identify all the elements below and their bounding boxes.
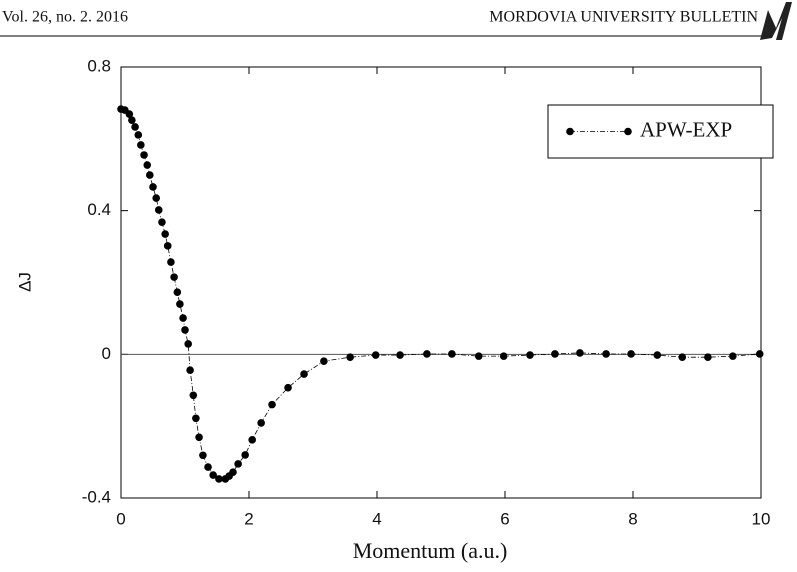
data-point (257, 419, 265, 427)
data-point (158, 218, 166, 226)
legend-box (547, 104, 774, 159)
data-point (163, 242, 172, 250)
data-point (192, 414, 200, 423)
x-tick-label: 4 (372, 509, 381, 528)
data-point (755, 350, 764, 358)
data-point (423, 350, 431, 358)
data-point (499, 352, 508, 360)
data-point (146, 171, 154, 179)
data-point (678, 353, 687, 362)
data-point (320, 357, 328, 365)
data-point (167, 258, 175, 266)
header-right: MORDOVIA UNIVERSITY BULLETIN (489, 9, 758, 26)
series-line (120, 108, 760, 480)
data-point (248, 436, 256, 444)
data-point (653, 351, 662, 359)
header-left: Vol. 26, no. 2. 2016 (2, 9, 128, 26)
data-point (199, 451, 207, 460)
data-point (179, 314, 187, 322)
data-point (154, 206, 163, 214)
data-point (176, 300, 184, 308)
legend-label: APW-EXP (640, 117, 732, 141)
data-point (474, 352, 483, 360)
data-point (137, 141, 145, 149)
y-tick-label: 0 (102, 344, 111, 363)
data-point (161, 230, 169, 238)
data-point (189, 391, 198, 400)
plot-frame (120, 66, 762, 499)
data-point (284, 383, 292, 392)
data-point (184, 340, 192, 348)
data-point (300, 370, 308, 378)
data-point (602, 350, 610, 358)
data-point (134, 131, 143, 139)
data-point (204, 463, 212, 471)
data-point (152, 194, 160, 202)
data-point (149, 183, 157, 191)
data-point (128, 116, 136, 124)
data-point (576, 349, 584, 357)
data-point (143, 161, 152, 169)
y-tick-label: 0.4 (87, 200, 111, 219)
data-point (729, 352, 737, 360)
x-tick-label: 8 (628, 509, 637, 528)
data-point (627, 350, 635, 358)
data-point (170, 273, 178, 281)
data-point (181, 326, 189, 334)
data-point (346, 353, 354, 362)
data-point (209, 471, 217, 479)
y-tick-label: -0.4 (82, 487, 111, 506)
x-axis-label: Momentum (a.u.) (353, 538, 508, 563)
data-point (396, 351, 404, 359)
data-point (195, 433, 203, 442)
x-tick-label: 10 (752, 509, 771, 528)
data-point (125, 110, 134, 118)
data-point (704, 353, 712, 362)
x-tick-label: 2 (244, 509, 253, 528)
legend-marker (624, 127, 632, 136)
data-point (448, 350, 456, 358)
data-point (268, 400, 276, 409)
data-point (215, 475, 223, 483)
data-point (229, 468, 237, 476)
data-point (140, 151, 148, 159)
y-axis-label: ΔJ (15, 272, 34, 292)
logo (760, 2, 792, 40)
y-tick-label: 0.8 (87, 56, 111, 75)
data-point (186, 366, 194, 374)
legend-marker (566, 127, 574, 136)
data-point (131, 123, 139, 131)
data-point (551, 350, 559, 358)
legend: APW-EXP (547, 104, 774, 159)
data-point (371, 351, 380, 359)
x-tick-label: 0 (116, 509, 125, 528)
data-point (526, 351, 534, 359)
data-point (234, 460, 242, 468)
x-tick-label: 6 (500, 509, 509, 528)
data-point (241, 451, 249, 459)
data-point (173, 288, 182, 296)
